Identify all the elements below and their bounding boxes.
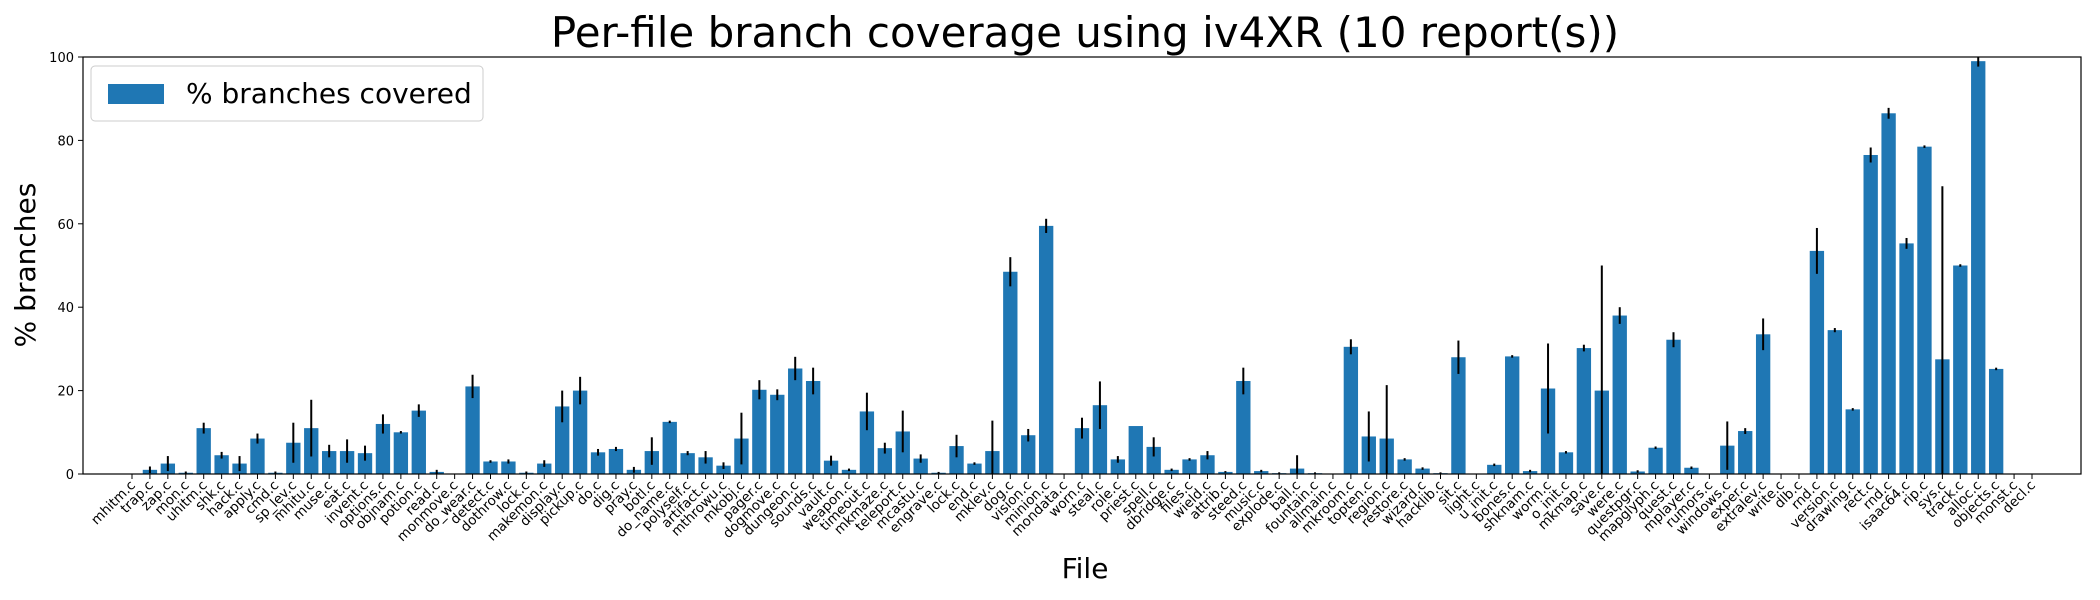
bar [501, 461, 516, 474]
bar [1021, 435, 1036, 474]
bar [716, 465, 731, 474]
bar [1074, 428, 1090, 474]
y-tick-label: 0 [66, 468, 74, 483]
bar [1899, 243, 1914, 474]
y-tick-label: 60 [57, 218, 74, 233]
bar [1218, 471, 1233, 474]
bar [877, 448, 892, 474]
legend-label: % branches covered [186, 77, 472, 110]
bar [590, 452, 606, 474]
bar [698, 457, 713, 474]
bar [483, 461, 498, 474]
bar [823, 460, 839, 474]
x-axis-ticks: mhitm.ctrap.czap.cmon.cuhitm.cshk.chack.… [88, 474, 2039, 545]
bar [1487, 464, 1502, 474]
bar [1684, 467, 1699, 474]
bar [1003, 271, 1018, 474]
bar [1917, 146, 1932, 474]
bar [196, 428, 211, 474]
bar [1182, 459, 1197, 474]
bar [1146, 446, 1161, 474]
bar [250, 438, 265, 474]
bar [357, 453, 373, 474]
bar [322, 451, 337, 474]
bar [1110, 459, 1126, 474]
x-axis-label: File [1062, 552, 1109, 585]
bar [1236, 381, 1251, 474]
y-tick-label: 40 [57, 301, 74, 316]
bar [1522, 471, 1538, 474]
bar [1648, 447, 1663, 474]
bar [608, 448, 624, 474]
bar [680, 453, 695, 474]
bar [949, 446, 964, 474]
legend: % branches covered [90, 65, 484, 122]
bar [393, 432, 409, 474]
y-tick-label: 80 [57, 134, 74, 149]
bar [805, 381, 821, 474]
bar [752, 389, 767, 474]
bar [1505, 356, 1520, 474]
bar [1612, 315, 1627, 474]
y-axis-ticks: 0 20 40 60 80 100 [49, 51, 83, 483]
bar [1881, 113, 1896, 475]
bar [788, 368, 803, 474]
bars [142, 61, 2004, 475]
bar [214, 455, 229, 474]
bar [1755, 334, 1771, 474]
bar [1128, 426, 1143, 474]
bar [1953, 265, 1968, 474]
bar [1397, 459, 1412, 474]
bar [770, 394, 785, 474]
bar [859, 411, 875, 474]
bar [895, 431, 910, 474]
bar [1415, 468, 1430, 474]
bar [1845, 409, 1860, 474]
bar [1558, 452, 1574, 474]
bar [1092, 405, 1108, 474]
bar [967, 463, 982, 474]
y-axis-label: % branches [9, 183, 42, 348]
bar [1451, 357, 1466, 474]
bar [411, 410, 426, 474]
bar [1576, 348, 1592, 474]
bar [1038, 225, 1054, 474]
error-bars [148, 57, 1998, 474]
bar [1738, 431, 1753, 474]
bar [1343, 346, 1359, 474]
bar [662, 421, 677, 474]
legend-box [90, 65, 484, 122]
bar [913, 458, 928, 474]
bar [1666, 339, 1681, 474]
bar [1164, 469, 1179, 474]
bar [841, 469, 857, 474]
bar [1863, 154, 1878, 474]
bar [537, 463, 552, 474]
bar [1827, 330, 1842, 474]
bar [1254, 471, 1269, 474]
y-tick-label: 20 [57, 385, 74, 400]
legend-swatch [108, 84, 164, 104]
y-tick-label: 100 [49, 51, 74, 66]
chart-title: Per-file branch coverage using iv4XR (10… [551, 8, 1619, 57]
bar [1809, 250, 1825, 474]
bar [555, 406, 570, 474]
bar [1200, 455, 1215, 474]
bar [572, 390, 588, 474]
bar [1971, 61, 1986, 475]
bar [465, 386, 480, 474]
bar [375, 423, 391, 474]
bar [1988, 368, 2004, 474]
